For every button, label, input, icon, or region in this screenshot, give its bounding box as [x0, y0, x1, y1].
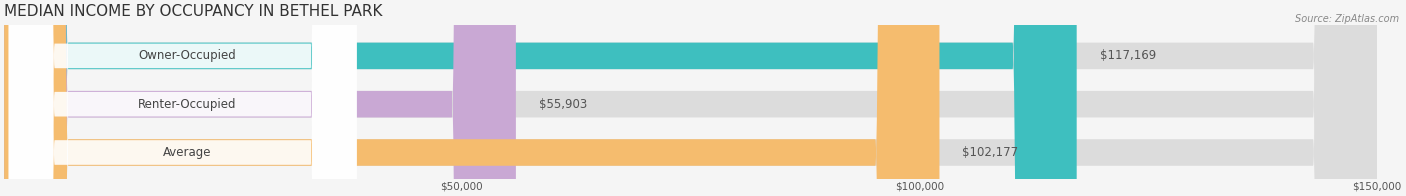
Text: Source: ZipAtlas.com: Source: ZipAtlas.com [1295, 14, 1399, 24]
FancyBboxPatch shape [4, 0, 1378, 196]
FancyBboxPatch shape [4, 0, 516, 196]
Text: Average: Average [163, 146, 211, 159]
Text: Owner-Occupied: Owner-Occupied [138, 49, 236, 62]
FancyBboxPatch shape [4, 0, 939, 196]
FancyBboxPatch shape [8, 0, 357, 196]
Text: Renter-Occupied: Renter-Occupied [138, 98, 236, 111]
Text: $55,903: $55,903 [538, 98, 588, 111]
FancyBboxPatch shape [4, 0, 1378, 196]
FancyBboxPatch shape [8, 0, 357, 196]
FancyBboxPatch shape [4, 0, 1077, 196]
Text: $117,169: $117,169 [1099, 49, 1156, 62]
FancyBboxPatch shape [8, 0, 357, 196]
Text: $102,177: $102,177 [962, 146, 1018, 159]
FancyBboxPatch shape [4, 0, 1378, 196]
Text: MEDIAN INCOME BY OCCUPANCY IN BETHEL PARK: MEDIAN INCOME BY OCCUPANCY IN BETHEL PAR… [4, 4, 382, 19]
